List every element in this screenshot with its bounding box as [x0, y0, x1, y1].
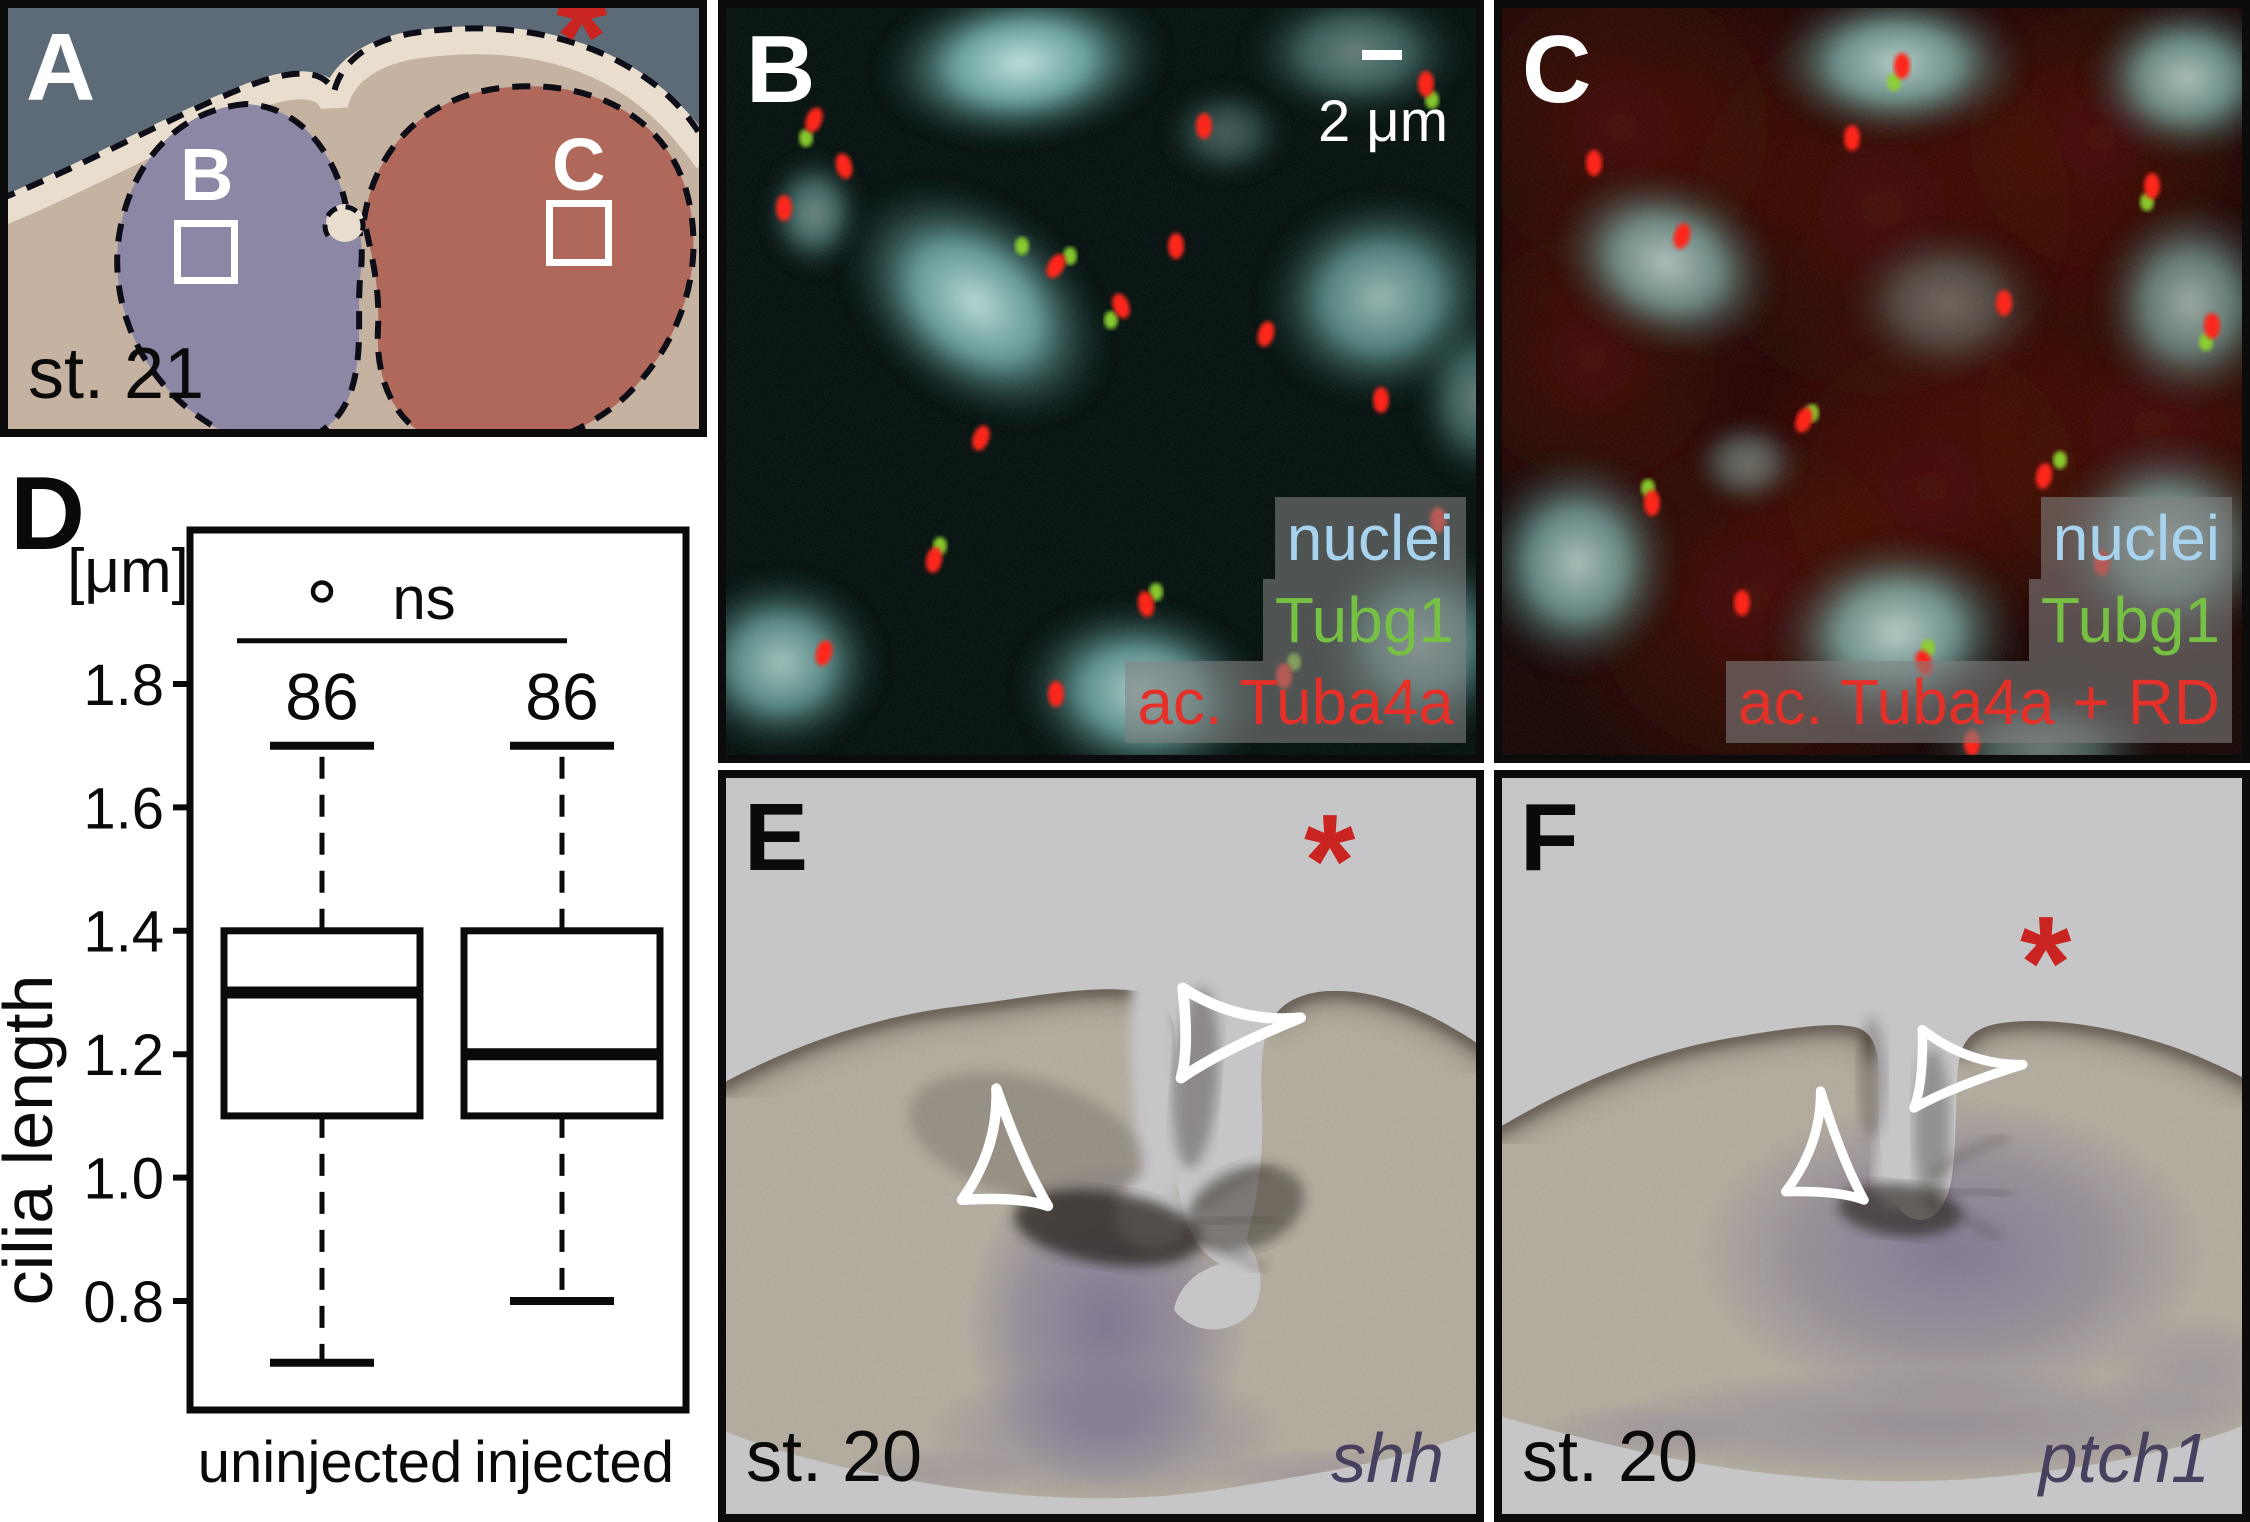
region-b-label: B — [180, 133, 234, 216]
svg-text:cilia length: cilia length — [0, 975, 67, 1306]
svg-text:ns: ns — [392, 565, 455, 632]
schematic-midline-vesicle — [326, 204, 364, 242]
panel-c-confocal-injected: C nuclei Tubg1 ac. Tuba4a + RD — [1494, 0, 2250, 763]
scale-bar-icon — [1362, 50, 1402, 60]
svg-text:86: 86 — [525, 660, 598, 734]
schematic-surface-band — [8, 26, 699, 224]
legend-entry-ac-tuba4a: ac. Tuba4a — [1125, 661, 1466, 743]
asterisk-a-icon: * — [556, 0, 608, 110]
legend-entry-tubg1: Tubg1 — [2028, 579, 2232, 661]
channel-legend-c: nuclei Tubg1 ac. Tuba4a + RD — [1725, 497, 2232, 743]
panel-b-confocal-uninjected: B 2 μm nuclei Tubg1 ac. Tuba4a — [718, 0, 1484, 763]
legend-entry-tubg1: Tubg1 — [1262, 579, 1466, 661]
panel-a-schematic: A * B C st. 21 — [0, 0, 707, 437]
panel-a-stage-label: st. 21 — [28, 334, 205, 414]
embryo-section-shh — [726, 778, 1476, 1514]
svg-text:[μm]: [μm] — [67, 537, 189, 606]
panel-e-stage-label: st. 20 — [746, 1417, 923, 1497]
schematic-right-lobe-outline — [360, 83, 697, 429]
panel-a-letter: A — [26, 14, 96, 121]
svg-text:injected: injected — [474, 1430, 674, 1495]
region-b-box — [174, 220, 238, 284]
schematic-surface-outline — [8, 25, 699, 200]
embryo-section-ptch1 — [1502, 778, 2242, 1514]
legend-entry-nuclei: nuclei — [1274, 497, 1466, 579]
schematic-left-lobe — [117, 104, 362, 429]
panel-f-letter: F — [1520, 784, 1579, 891]
panel-d-letter: D — [10, 456, 86, 572]
panel-f-insitu-ptch1: F * st. 20 ptch1 — [1494, 770, 2250, 1522]
channel-legend-b: nuclei Tubg1 ac. Tuba4a — [1125, 497, 1466, 743]
svg-text:1.8: 1.8 — [83, 653, 164, 718]
scale-bar-label: 2 μm — [1317, 89, 1449, 154]
svg-text:1.6: 1.6 — [83, 776, 164, 841]
svg-text:86: 86 — [285, 660, 358, 734]
legend-entry-nuclei: nuclei — [2040, 497, 2232, 579]
panel-c-letter: C — [1522, 16, 1592, 123]
panel-e-insitu-shh: E * st. 20 shh — [718, 770, 1484, 1522]
cilia-length-boxplot: 1.8 1.6 1.4 1.2 1.0 0.8 [μm] cilia length 86 unin… — [0, 526, 690, 1495]
svg-text:0.8: 0.8 — [83, 1270, 164, 1335]
panel-b-letter: B — [746, 16, 816, 123]
embryo-schematic-drawing — [8, 8, 699, 429]
panel-d-boxplot: 1.8 1.6 1.4 1.2 1.0 0.8 [μm] cilia length 86 unin… — [0, 440, 712, 1522]
svg-text:uninjected: uninjected — [198, 1430, 462, 1495]
panel-f-stage-label: st. 20 — [1522, 1417, 1699, 1497]
panel-e-gene-label: shh — [1331, 1419, 1444, 1497]
panel-f-gene-label: ptch1 — [2038, 1419, 2210, 1497]
legend-entry-ac-tuba4a-rd: ac. Tuba4a + RD — [1725, 661, 2232, 743]
asterisk-e-icon: * — [1304, 787, 1356, 934]
svg-text:1.2: 1.2 — [83, 1023, 164, 1088]
schematic-right-lobe — [364, 86, 694, 429]
asterisk-f-icon: * — [2020, 889, 2072, 1036]
svg-text:1.0: 1.0 — [83, 1146, 164, 1211]
schematic-midline-vesicle-outline — [322, 204, 366, 238]
panel-e-letter: E — [744, 784, 809, 891]
region-c-box — [546, 200, 612, 266]
svg-text:1.4: 1.4 — [83, 900, 164, 965]
region-c-label: C — [552, 123, 606, 206]
